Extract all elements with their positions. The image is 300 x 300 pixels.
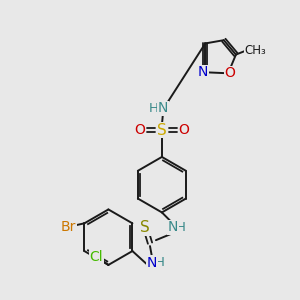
Text: N: N <box>168 220 178 234</box>
Text: O: O <box>178 123 189 137</box>
Text: S: S <box>140 220 150 235</box>
Text: H: H <box>149 102 159 115</box>
Text: O: O <box>135 123 146 137</box>
Text: Cl: Cl <box>90 250 103 264</box>
Text: CH₃: CH₃ <box>245 44 267 57</box>
Text: H: H <box>155 256 165 269</box>
Text: Br: Br <box>61 220 76 234</box>
Text: N: N <box>198 65 208 79</box>
Text: H: H <box>176 221 186 234</box>
Text: N: N <box>147 256 157 270</box>
Text: S: S <box>157 123 167 138</box>
Text: O: O <box>225 66 236 80</box>
Text: N: N <box>158 101 168 116</box>
